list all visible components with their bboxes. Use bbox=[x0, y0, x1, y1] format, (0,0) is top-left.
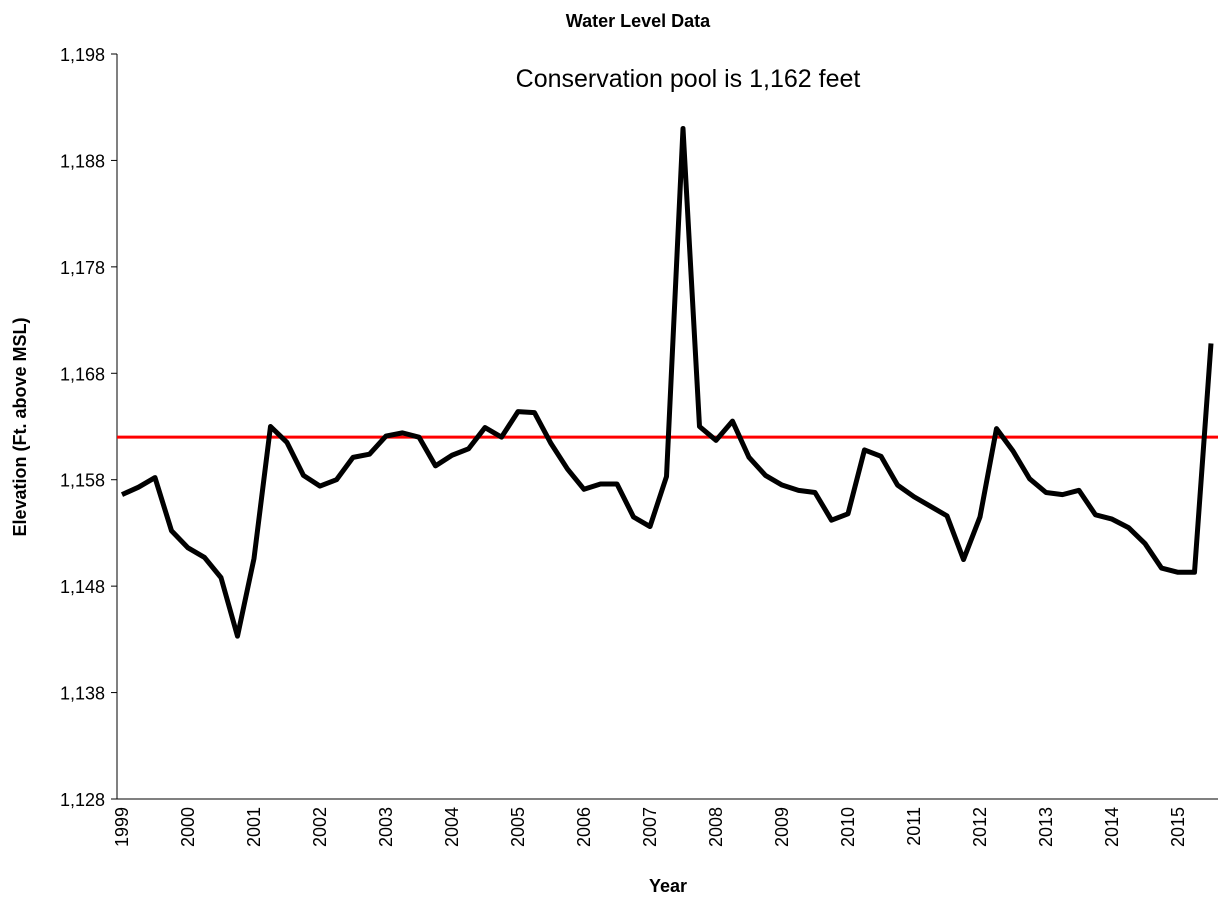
x-tick-label: 2004 bbox=[442, 807, 462, 847]
x-tick-label: 2015 bbox=[1168, 807, 1188, 847]
y-tick-label: 1,188 bbox=[60, 151, 105, 171]
x-tick-label: 2001 bbox=[244, 807, 264, 847]
x-tick-label: 2003 bbox=[376, 807, 396, 847]
x-tick-label: 2007 bbox=[640, 807, 660, 847]
x-tick-label: 2010 bbox=[838, 807, 858, 847]
y-tick-label: 1,128 bbox=[60, 790, 105, 810]
x-tick-label: 1999 bbox=[112, 807, 132, 847]
y-tick-label: 1,198 bbox=[60, 45, 105, 65]
y-tick-label: 1,178 bbox=[60, 258, 105, 278]
y-tick-label: 1,148 bbox=[60, 577, 105, 597]
y-tick-label: 1,138 bbox=[60, 684, 105, 704]
x-tick-label: 2002 bbox=[310, 807, 330, 847]
y-tick-label: 1,158 bbox=[60, 471, 105, 491]
y-axis-label: Elevation (Ft. above MSL) bbox=[10, 317, 30, 536]
x-tick-label: 2005 bbox=[508, 807, 528, 847]
x-axis-label: Year bbox=[649, 876, 687, 896]
y-tick-label: 1,168 bbox=[60, 364, 105, 384]
x-tick-label: 2008 bbox=[706, 807, 726, 847]
x-tick-label: 2000 bbox=[178, 807, 198, 847]
x-tick-label: 2006 bbox=[574, 807, 594, 847]
chart-title: Water Level Data bbox=[566, 11, 711, 31]
x-tick-label: 2011 bbox=[904, 807, 924, 846]
x-tick-label: 2013 bbox=[1036, 807, 1056, 847]
data-line bbox=[120, 126, 1214, 639]
x-tick-label: 2012 bbox=[970, 807, 990, 847]
x-tick-label: 2009 bbox=[772, 807, 792, 847]
x-tick-label: 2014 bbox=[1102, 807, 1122, 847]
annotation: Conservation pool is 1,162 feet bbox=[516, 65, 861, 93]
